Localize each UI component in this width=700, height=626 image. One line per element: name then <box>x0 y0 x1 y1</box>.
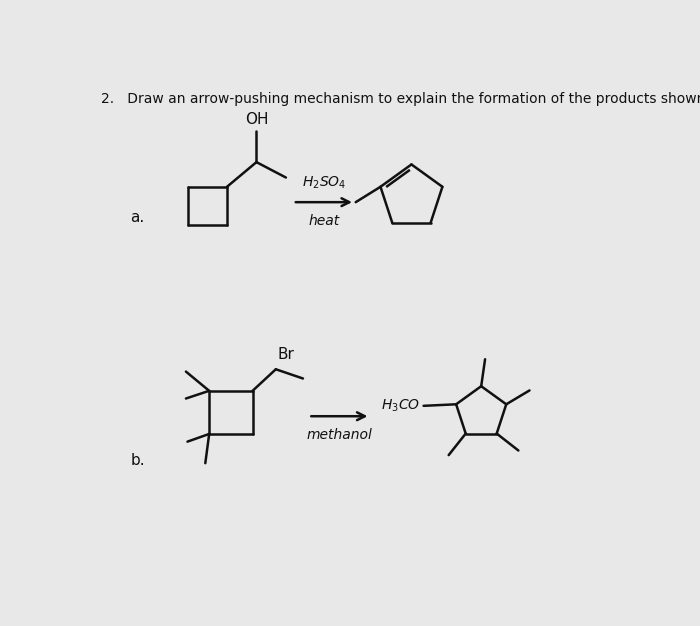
Text: $H_2SO_4$: $H_2SO_4$ <box>302 174 346 191</box>
Text: a.: a. <box>130 210 144 225</box>
Text: OH: OH <box>245 111 268 126</box>
Text: 2.   Draw an arrow-pushing mechanism to explain the formation of the products sh: 2. Draw an arrow-pushing mechanism to ex… <box>102 92 700 106</box>
Text: Br: Br <box>277 347 294 362</box>
Text: heat: heat <box>308 213 340 228</box>
Text: b.: b. <box>130 453 145 468</box>
Text: methanol: methanol <box>307 428 372 442</box>
Text: $H_3CO$: $H_3CO$ <box>382 398 421 414</box>
